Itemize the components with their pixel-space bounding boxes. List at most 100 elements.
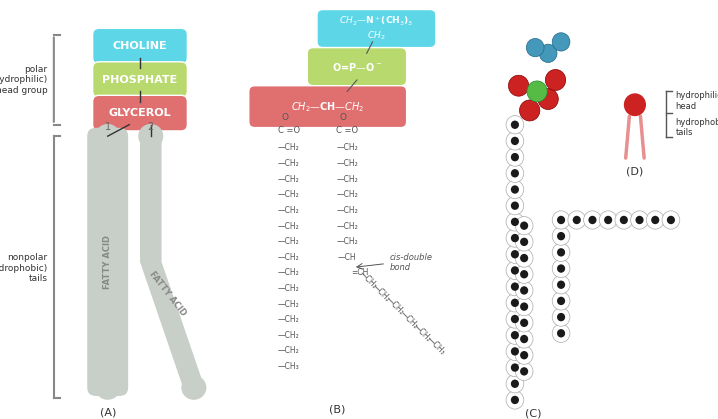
Circle shape [510, 185, 519, 194]
Circle shape [552, 292, 570, 310]
Text: O=P—O$^-$: O=P—O$^-$ [332, 61, 382, 72]
Text: —CH₂: —CH₂ [336, 175, 358, 184]
Circle shape [516, 346, 533, 365]
Circle shape [506, 342, 523, 360]
Circle shape [506, 310, 523, 328]
Text: —CH₂: —CH₂ [336, 206, 358, 215]
Text: —CH₂: —CH₂ [278, 284, 299, 293]
Text: —CH₂: —CH₂ [336, 222, 358, 230]
Circle shape [510, 380, 519, 388]
Circle shape [510, 299, 519, 307]
Text: O: O [340, 113, 347, 122]
Circle shape [527, 81, 547, 102]
FancyBboxPatch shape [93, 96, 187, 131]
Circle shape [510, 363, 519, 372]
Text: FATTY ACID: FATTY ACID [103, 235, 112, 289]
Circle shape [520, 100, 540, 121]
Circle shape [506, 261, 523, 279]
Circle shape [552, 259, 570, 278]
Circle shape [506, 391, 523, 409]
Circle shape [506, 213, 523, 231]
Circle shape [510, 396, 519, 404]
Circle shape [182, 376, 206, 399]
Circle shape [667, 216, 675, 224]
Circle shape [508, 75, 528, 96]
Circle shape [510, 282, 519, 291]
Circle shape [520, 335, 528, 343]
Circle shape [506, 229, 523, 247]
Text: cis-double
bond: cis-double bond [390, 253, 433, 272]
Circle shape [557, 329, 565, 337]
Text: —CH₂: —CH₂ [278, 300, 299, 309]
Circle shape [510, 347, 519, 356]
Text: —CH₂: —CH₂ [370, 282, 392, 304]
Circle shape [526, 39, 544, 57]
Circle shape [516, 265, 533, 283]
Circle shape [510, 266, 519, 274]
Text: (D): (D) [626, 166, 643, 176]
Circle shape [520, 351, 528, 360]
Text: (C): (C) [525, 408, 541, 418]
Circle shape [506, 180, 523, 199]
Circle shape [516, 233, 533, 251]
Text: 1: 1 [105, 122, 111, 132]
Circle shape [620, 216, 628, 224]
Text: —CH₂: —CH₂ [278, 206, 299, 215]
Circle shape [510, 331, 519, 339]
Text: —CH₃: —CH₃ [425, 335, 447, 357]
Text: —CH₂: —CH₂ [278, 347, 299, 355]
Circle shape [588, 216, 597, 224]
Text: —CH₂: —CH₂ [278, 159, 299, 168]
Circle shape [510, 137, 519, 145]
Text: —CH₂: —CH₂ [336, 190, 358, 199]
Circle shape [520, 270, 528, 279]
Polygon shape [140, 136, 205, 388]
FancyBboxPatch shape [249, 86, 406, 128]
Circle shape [624, 93, 646, 116]
Circle shape [584, 211, 601, 229]
Circle shape [510, 250, 519, 259]
Circle shape [506, 197, 523, 215]
Text: —CH₃: —CH₃ [278, 362, 299, 371]
Circle shape [506, 116, 523, 134]
Circle shape [520, 303, 528, 311]
Text: —CH₂: —CH₂ [278, 222, 299, 230]
Circle shape [520, 222, 528, 230]
Text: nonpolar
(hydrophobic)
tails: nonpolar (hydrophobic) tails [0, 253, 47, 283]
Circle shape [510, 234, 519, 242]
Text: —CH₂: —CH₂ [278, 269, 299, 277]
Circle shape [635, 216, 643, 224]
Circle shape [516, 217, 533, 235]
Circle shape [552, 211, 570, 229]
Circle shape [552, 308, 570, 326]
Circle shape [506, 326, 523, 344]
Circle shape [552, 243, 570, 261]
Circle shape [520, 367, 528, 375]
Circle shape [516, 297, 533, 316]
Circle shape [510, 153, 519, 161]
Text: $CH_2$—CH—$CH_2$: $CH_2$—CH—$CH_2$ [291, 100, 364, 114]
Text: —CH₂: —CH₂ [278, 175, 299, 184]
Circle shape [506, 164, 523, 182]
Text: C =O: C =O [278, 126, 300, 135]
Circle shape [139, 125, 163, 147]
Circle shape [557, 313, 565, 321]
Circle shape [557, 216, 565, 224]
FancyBboxPatch shape [88, 128, 129, 396]
Text: —CH₂: —CH₂ [336, 237, 358, 246]
Circle shape [546, 70, 566, 91]
Circle shape [506, 294, 523, 312]
Text: —CH₂: —CH₂ [278, 315, 299, 324]
Circle shape [600, 211, 617, 229]
Circle shape [557, 264, 565, 273]
FancyBboxPatch shape [93, 62, 187, 98]
Circle shape [646, 211, 664, 229]
Text: PHOSPHATE: PHOSPHATE [103, 75, 177, 85]
Circle shape [516, 249, 533, 267]
Text: —CH₂: —CH₂ [398, 309, 419, 330]
Text: —CH₂: —CH₂ [336, 143, 358, 153]
Text: —CH₂: —CH₂ [278, 190, 299, 199]
Circle shape [630, 211, 648, 229]
Text: —CH: —CH [338, 253, 357, 262]
FancyBboxPatch shape [93, 28, 187, 64]
